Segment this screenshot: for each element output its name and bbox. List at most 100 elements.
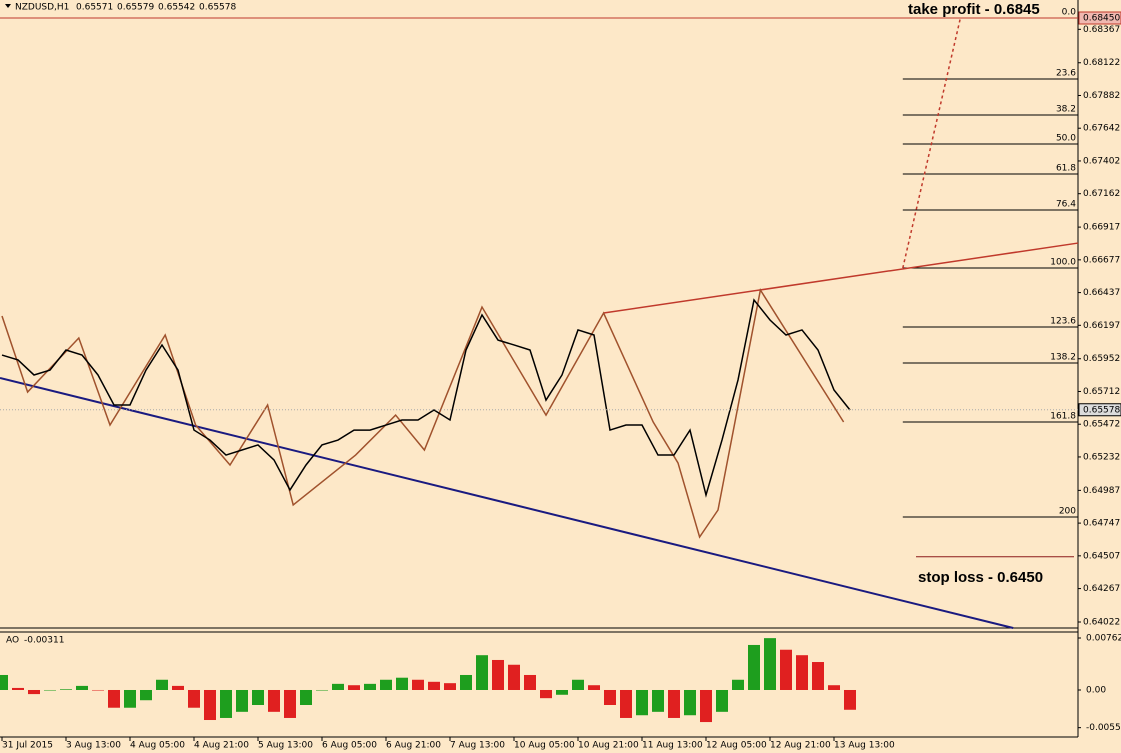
x-tick-label: 4 Aug 05:00 <box>130 741 185 751</box>
ao-bar <box>428 681 440 690</box>
close: 0.65578 <box>199 3 236 13</box>
menu-arrow[interactable] <box>5 4 11 8</box>
ao-bar <box>140 689 152 701</box>
x-tick-label: 11 Aug 13:00 <box>642 741 703 751</box>
ao-bar <box>508 664 520 690</box>
ao-bar <box>844 689 856 710</box>
ao-bar <box>300 689 312 706</box>
ao-bar <box>444 683 456 690</box>
ao-bar <box>236 689 248 712</box>
ao-bar <box>188 689 200 708</box>
ao-bar <box>396 677 408 690</box>
y-tick-label: 0.64507 <box>1083 551 1120 561</box>
ao-bar <box>44 689 56 691</box>
y-tick-label: 0.65952 <box>1083 354 1120 364</box>
ao-bar <box>220 689 232 718</box>
fib-label: 38.2 <box>1056 104 1076 114</box>
y-tick-label: 0.64022 <box>1083 617 1120 627</box>
x-tick-label: 5 Aug 13:00 <box>258 741 313 751</box>
x-tick-label: 10 Aug 21:00 <box>578 741 639 751</box>
fib-label: 138.2 <box>1050 352 1076 362</box>
ao-bar <box>348 685 360 690</box>
x-tick-label: 31 Jul 2015 <box>2 741 53 751</box>
ao-bar <box>156 679 168 690</box>
price-line <box>1 298 851 498</box>
ao-bar <box>12 687 24 690</box>
symbol: NZDUSD,H1 <box>15 3 69 13</box>
stop-loss-text: stop loss - 0.6450 <box>918 569 1043 586</box>
x-tick-label: 12 Aug 05:00 <box>706 741 767 751</box>
take-profit-text: take profit - 0.6845 <box>908 1 1040 18</box>
x-tick-label: 12 Aug 21:00 <box>770 741 831 751</box>
x-tick-label: 10 Aug 05:00 <box>514 741 575 751</box>
y-tick-label: 0.65232 <box>1083 452 1120 462</box>
y-tick-label: 0.66917 <box>1083 223 1120 233</box>
low: 0.65542 <box>158 3 195 13</box>
ao-bar <box>764 638 776 690</box>
ao-bar <box>828 685 840 690</box>
ao-bar <box>524 674 536 690</box>
target-line <box>902 17 962 269</box>
x-tick-label: 7 Aug 13:00 <box>450 741 505 751</box>
ao-tick-label: 0.00 <box>1086 685 1106 695</box>
ao-bar <box>476 655 488 690</box>
ao-bar <box>92 689 104 691</box>
ao-bar <box>796 655 808 690</box>
ao-bar <box>604 689 616 706</box>
ao-bar <box>124 689 136 708</box>
ao-bar <box>716 689 728 712</box>
open: 0.65571 <box>76 3 113 13</box>
y-tick-label: 0.64747 <box>1083 519 1120 529</box>
x-tick-label: 6 Aug 21:00 <box>386 741 441 751</box>
ao-bar <box>332 683 344 690</box>
x-tick-label: 3 Aug 13:00 <box>66 741 121 751</box>
ao-bar <box>60 689 72 690</box>
support-line <box>0 377 1014 629</box>
ao-bar <box>780 649 792 690</box>
ao-bar <box>636 689 648 716</box>
ao-last: -0.00311 <box>24 636 64 646</box>
fib-label: 123.6 <box>1050 316 1076 326</box>
ao-bar <box>748 644 760 690</box>
fib-label: 50.0 <box>1056 134 1076 144</box>
ao-bar <box>284 689 296 718</box>
fib-label: 161.8 <box>1050 412 1076 422</box>
resistance-line <box>603 242 1079 314</box>
y-tick-label: 0.66677 <box>1083 255 1120 265</box>
ao-bar <box>556 689 568 695</box>
ao-bar <box>540 689 552 699</box>
ao-bar <box>652 689 664 712</box>
ao-tick-label: -0.00552 <box>1086 723 1121 733</box>
ao-name: AO <box>6 636 19 646</box>
ao-bar <box>668 689 680 718</box>
ao-bar <box>76 685 88 690</box>
ao-bar <box>812 662 824 690</box>
ao-bar <box>316 689 328 691</box>
ao-bar <box>28 689 40 695</box>
y-tick-label: 0.65472 <box>1083 420 1120 430</box>
high: 0.65579 <box>117 3 154 13</box>
ao-bar <box>172 685 184 690</box>
y-tick-label: 0.65712 <box>1083 387 1120 397</box>
ao-bar <box>252 689 264 706</box>
fib-label: 61.8 <box>1056 164 1076 174</box>
y-tick-label: 0.64267 <box>1083 584 1120 594</box>
ao-bar <box>700 689 712 723</box>
y-tick-label: 0.67162 <box>1083 189 1120 199</box>
ao-bar <box>364 683 376 690</box>
ao-tick-label: 0.00762 <box>1086 634 1121 644</box>
ao-bar <box>268 689 280 712</box>
x-tick-label: 13 Aug 13:00 <box>834 741 895 751</box>
fib-label: 23.6 <box>1056 68 1076 78</box>
y-tick-label: 0.67402 <box>1083 156 1120 166</box>
y-tick-label: 0.67882 <box>1083 91 1120 101</box>
ao-bar <box>732 679 744 690</box>
ao-bar <box>620 689 632 718</box>
y-tick-label: 0.66197 <box>1083 321 1120 331</box>
tp-label: 0.68450 <box>1083 14 1120 24</box>
x-tick-label: 6 Aug 05:00 <box>322 741 377 751</box>
y-tick-label: 0.67642 <box>1083 124 1120 134</box>
ao-bar <box>572 679 584 690</box>
fib-label: 0.0 <box>1062 8 1077 18</box>
